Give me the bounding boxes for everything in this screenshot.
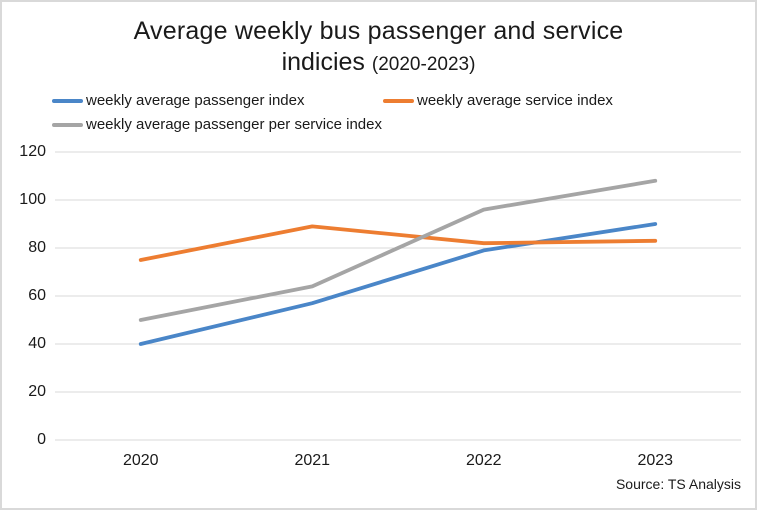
legend-item-service-index: weekly average service index [383,92,613,109]
legend-item-passenger-index: weekly average passenger index [52,92,304,109]
legend-swatch-passenger-index [52,98,83,103]
y-axis-tick-label-60: 60 [28,287,46,304]
series-line-1 [138,224,658,262]
chart-title-line1: Average weekly bus passenger and service [133,17,624,45]
series-line-0 [138,222,658,346]
y-axis-tick-label-20: 20 [28,383,46,400]
source-attribution: Source: TS Analysis [615,476,741,492]
y-axis-tick-label-80: 80 [28,239,46,256]
y-axis-tick-label-40: 40 [28,335,46,352]
chart-title-line2-main: indicies [281,47,372,76]
y-axis-tick-label-0: 0 [37,431,46,448]
x-axis-tick-label-2020: 2020 [122,452,159,469]
chart-title: Average weekly bus passenger and service… [2,16,755,77]
x-axis-tick-label-2021: 2021 [294,452,331,469]
legend-label-passenger-per-service-index: weekly average passenger per service ind… [86,116,382,133]
legend-item-passenger-per-service-index: weekly average passenger per service ind… [52,116,382,133]
legend-swatch-passenger-per-service-index [52,122,83,127]
legend-swatch-service-index [383,98,414,103]
y-axis-tick-label-120: 120 [19,143,46,160]
chart-title-date-range: (2020-2023) [371,53,476,75]
y-axis-tick-label-100: 100 [19,191,46,208]
series-line-2 [138,178,658,322]
legend-label-passenger-index: weekly average passenger index [86,92,305,109]
legend-label-service-index: weekly average service index [417,92,613,109]
x-axis-tick-label-2023: 2023 [637,452,674,469]
x-axis-tick-label-2022: 2022 [465,452,502,469]
chart-title-line2: indicies (2020-2023) [2,47,755,78]
